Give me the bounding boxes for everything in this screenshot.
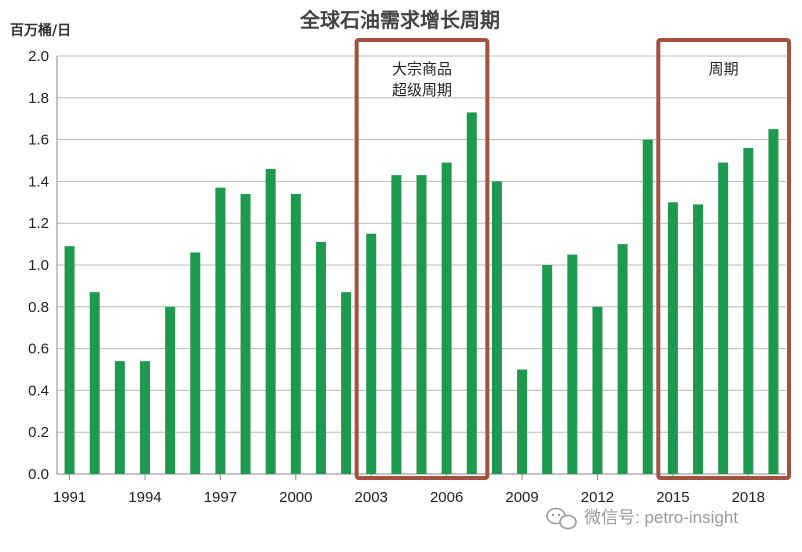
y-tick-label: 1.2 [28, 215, 49, 232]
annotation-box [354, 38, 490, 480]
bar-1991 [64, 246, 75, 474]
watermark-text: 微信号: petro-insight [584, 508, 738, 527]
y-ticks: 0.0 0.2 0.4 0.6 0.8 1.0 1.2 1.4 1.6 1.8 2.0 [28, 48, 49, 483]
wechat-icon [546, 507, 577, 530]
annotation-label: 超级周期 [392, 81, 452, 99]
bar-2013 [617, 244, 628, 474]
bar-2016 [693, 204, 704, 474]
bar-1999 [265, 168, 276, 475]
y-tick-label: 0.4 [28, 382, 49, 399]
bar-2006 [441, 162, 452, 474]
watermark: 微信号: petro-insight [546, 507, 738, 530]
y-tick-label: 1.8 [28, 90, 49, 107]
y-tick-label: 1.6 [28, 132, 49, 149]
bar-2010 [542, 265, 553, 474]
bar-2008 [491, 181, 502, 474]
bar-2019 [768, 129, 779, 474]
annotation-box [656, 38, 792, 480]
bar-2005 [416, 175, 427, 474]
bar-2002 [341, 292, 352, 474]
x-tick-label: 2009 [505, 489, 538, 506]
x-tick-label: 2018 [732, 489, 765, 506]
bar-1994 [139, 361, 150, 474]
bars [64, 112, 779, 475]
x-tick-label: 1997 [204, 489, 237, 506]
bar-2012 [592, 306, 603, 474]
bar-2003 [366, 233, 377, 474]
bar-1992 [89, 292, 100, 474]
x-tick-label: 2003 [355, 489, 388, 506]
y-tick-label: 2.0 [28, 48, 49, 65]
chart-title: 全球石油需求增长周期 [299, 8, 500, 32]
x-tick-label: 2006 [430, 489, 463, 506]
y-axis-label: 百万桶/日 [10, 22, 71, 39]
annotation-label: 大宗商品 [392, 60, 452, 78]
bar-2009 [517, 369, 528, 474]
annotation-label: 周期 [709, 60, 739, 78]
x-tick-label: 2015 [656, 489, 689, 506]
y-tick-label: 1.0 [28, 257, 49, 274]
bar-1998 [240, 193, 251, 474]
y-tick-label: 1.4 [28, 173, 49, 190]
x-tick-label: 2012 [581, 489, 614, 506]
x-tick-label: 1994 [128, 489, 161, 506]
bar-2001 [315, 242, 326, 474]
x-tick-label: 2000 [279, 489, 312, 506]
bar-2004 [391, 175, 402, 474]
bar-2011 [567, 254, 578, 474]
bar-2007 [466, 112, 477, 475]
bar-2000 [290, 193, 301, 474]
bar-1993 [114, 361, 125, 474]
y-tick-label: 0.6 [28, 341, 49, 358]
x-tick-label: 1991 [53, 489, 86, 506]
bar-1996 [190, 252, 201, 474]
bar-2014 [642, 139, 653, 474]
bar-2018 [743, 147, 754, 474]
y-tick-label: 0.2 [28, 424, 49, 441]
bar-1997 [215, 187, 226, 475]
y-tick-label: 0.8 [28, 299, 49, 316]
bar-2017 [718, 162, 729, 474]
bar-1995 [165, 306, 176, 474]
bar-2015 [667, 202, 678, 475]
x-ticks: 1991 1994 1997 2000 2003 2006 2009 2012 2015 2018 [53, 474, 765, 506]
y-tick-label: 0.0 [28, 466, 49, 483]
